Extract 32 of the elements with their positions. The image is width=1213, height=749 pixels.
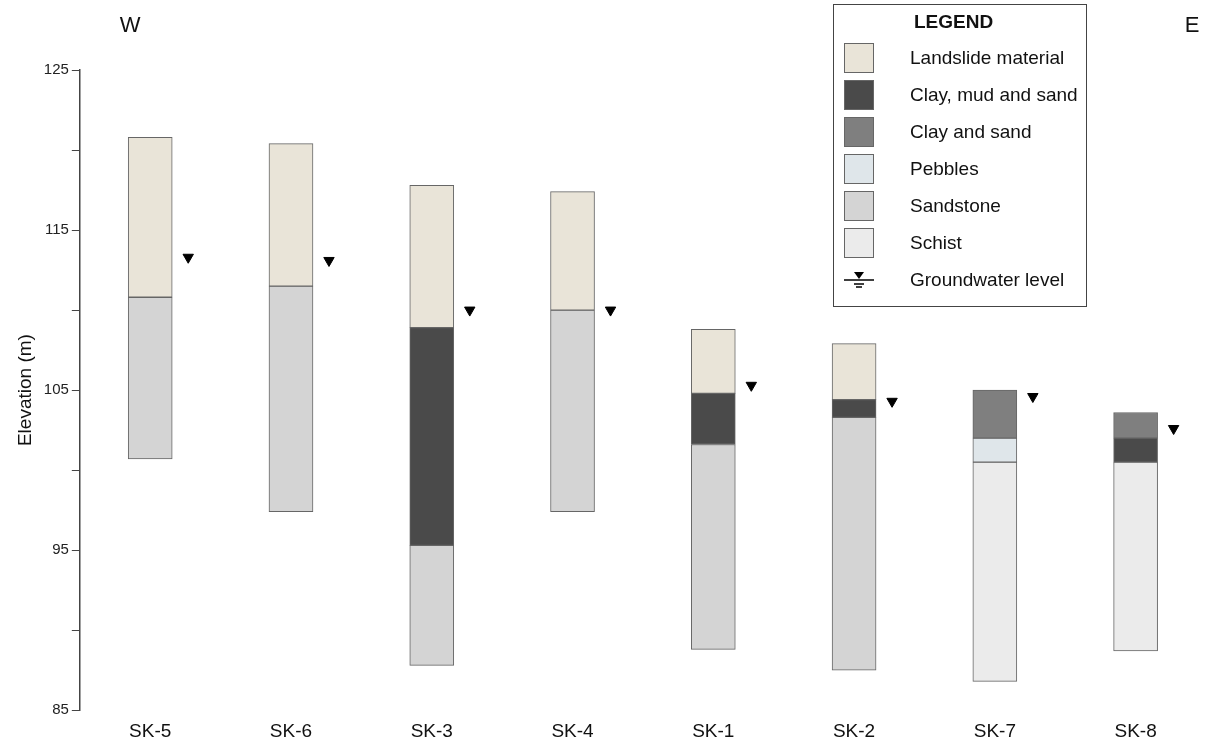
x-tick-label: SK-1: [692, 719, 735, 741]
point: [1167, 425, 1180, 436]
x-tick-label: SK-4: [551, 719, 595, 741]
legend-label: Clay and sand: [910, 120, 1032, 143]
legend-label: Groundwater level: [910, 268, 1065, 291]
x-tick-label: SK-2: [832, 719, 876, 741]
x-tick-label: SK-5: [129, 719, 172, 741]
x-tick-label: SK-3: [410, 719, 453, 741]
y-tick-label: 115: [44, 220, 69, 238]
point: [1027, 393, 1039, 403]
text: W: [119, 12, 141, 38]
x-tick-label: SK-7: [973, 719, 1016, 741]
legend-title: LEGEND: [914, 11, 995, 33]
point: [886, 397, 898, 408]
legend-label: Clay, mud and sand: [910, 83, 1078, 106]
point: [604, 306, 617, 317]
x-tick-label: SK-6: [269, 719, 313, 741]
text: E: [1184, 12, 1200, 38]
point: [182, 253, 194, 264]
legend-label: Landslide material: [910, 46, 1065, 69]
y-tick-label: 95: [52, 540, 69, 558]
y-tick-label: 105: [43, 380, 69, 398]
y-tick-label: 85: [52, 700, 69, 718]
legend-label: Schist: [910, 231, 962, 254]
legend-label: Sandstone: [910, 194, 1001, 217]
x-tick-label: SK-8: [1114, 719, 1157, 741]
y-axis-title: Elevation (m): [13, 334, 35, 447]
point: [323, 256, 335, 267]
point: [745, 381, 757, 392]
y-tick-label: 125: [43, 60, 69, 78]
point: [464, 306, 476, 317]
legend-label: Pebbles: [910, 157, 979, 180]
